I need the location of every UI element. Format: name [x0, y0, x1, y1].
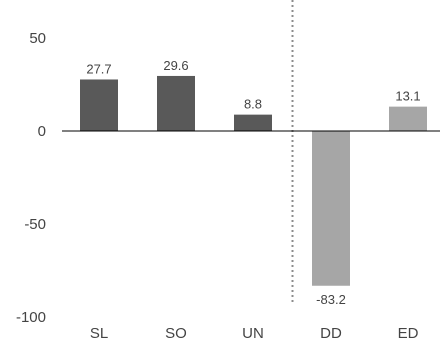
x-tick-label-sl: SL: [90, 325, 108, 341]
x-tick-label-so: SO: [165, 325, 187, 341]
data-label-sl: 27.7: [86, 61, 111, 76]
data-label-un: 8.8: [244, 97, 262, 112]
data-label-ed: 13.1: [395, 89, 420, 104]
data-label-dd: -83.2: [316, 292, 346, 307]
bar-dd: [312, 131, 350, 286]
bar-sl: [80, 79, 118, 131]
bar-ed: [389, 106, 427, 131]
y-tick-label: 50: [29, 30, 46, 47]
bar-un: [234, 114, 272, 131]
y-tick-label: -100: [16, 309, 46, 326]
y-tick-label: 0: [38, 123, 46, 140]
bar-so: [157, 75, 195, 131]
data-label-so: 29.6: [163, 58, 188, 73]
x-tick-label-ed: ED: [398, 325, 419, 341]
x-tick-label-un: UN: [242, 325, 264, 341]
y-tick-label: -50: [24, 216, 46, 233]
x-tick-label-dd: DD: [320, 325, 342, 341]
